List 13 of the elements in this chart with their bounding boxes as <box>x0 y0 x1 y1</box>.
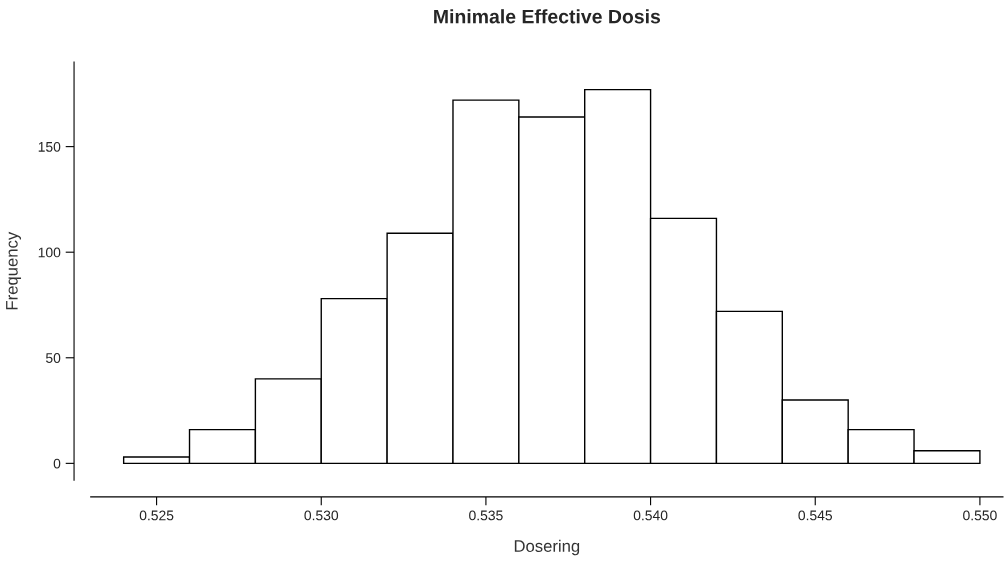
y-tick-label: 50 <box>45 353 61 363</box>
x-tick-label: 0.545 <box>798 510 833 521</box>
y-tick-label: 150 <box>38 141 61 152</box>
y-tick-label: 100 <box>38 247 61 258</box>
y-axis-title: Frequency <box>6 231 22 310</box>
y-tick-label: 0 <box>53 458 61 469</box>
x-tick-label: 0.540 <box>633 510 668 521</box>
x-tick-label: 0.530 <box>304 510 339 521</box>
x-tick-label: 0.525 <box>139 510 174 521</box>
x-tick-label: 0.535 <box>469 510 503 521</box>
x-axis-title: Dosering <box>514 539 580 556</box>
chart-title: Minimale Effective Dosis <box>434 9 661 24</box>
x-tick-label: 0.550 <box>963 510 997 521</box>
